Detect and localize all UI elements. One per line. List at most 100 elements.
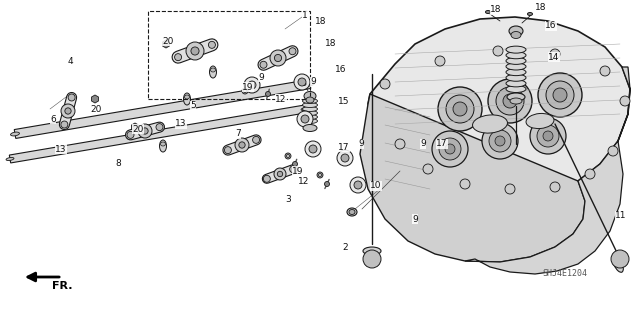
Text: 18: 18 <box>315 17 326 26</box>
Circle shape <box>191 47 199 55</box>
Ellipse shape <box>209 66 216 78</box>
Ellipse shape <box>317 172 323 178</box>
Ellipse shape <box>506 85 526 93</box>
Polygon shape <box>258 46 298 70</box>
Circle shape <box>363 250 381 268</box>
Polygon shape <box>125 122 164 140</box>
Circle shape <box>298 78 306 86</box>
Text: 13: 13 <box>55 145 67 153</box>
Circle shape <box>439 138 461 160</box>
Circle shape <box>488 79 532 123</box>
Ellipse shape <box>324 182 330 187</box>
Text: 6: 6 <box>50 115 56 123</box>
Ellipse shape <box>507 93 525 101</box>
Text: 9: 9 <box>412 214 418 224</box>
Ellipse shape <box>302 83 306 85</box>
Circle shape <box>585 169 595 179</box>
Text: 2: 2 <box>342 242 348 251</box>
Circle shape <box>337 150 353 166</box>
Text: FR.: FR. <box>52 281 72 291</box>
Ellipse shape <box>211 68 216 72</box>
Ellipse shape <box>6 158 14 160</box>
Circle shape <box>505 184 515 194</box>
Ellipse shape <box>303 107 317 112</box>
Circle shape <box>608 146 618 156</box>
Circle shape <box>290 166 297 173</box>
Circle shape <box>239 142 245 148</box>
Text: 15: 15 <box>338 98 349 107</box>
Circle shape <box>550 182 560 192</box>
Circle shape <box>301 115 309 123</box>
Text: 19: 19 <box>292 167 303 175</box>
Circle shape <box>270 50 286 66</box>
Polygon shape <box>14 79 311 138</box>
Circle shape <box>305 141 321 157</box>
Text: 5: 5 <box>190 101 196 110</box>
Circle shape <box>432 131 468 167</box>
Text: 9: 9 <box>358 139 364 149</box>
Circle shape <box>244 77 260 93</box>
Polygon shape <box>360 94 585 262</box>
Circle shape <box>289 48 296 55</box>
Circle shape <box>248 81 256 89</box>
Ellipse shape <box>526 114 554 129</box>
Ellipse shape <box>287 154 289 158</box>
Polygon shape <box>132 123 138 131</box>
Text: 13: 13 <box>175 120 186 129</box>
Polygon shape <box>368 17 630 195</box>
Circle shape <box>354 181 362 189</box>
Circle shape <box>445 144 455 154</box>
Circle shape <box>127 131 134 138</box>
Circle shape <box>350 177 366 193</box>
Circle shape <box>225 147 232 154</box>
Ellipse shape <box>10 132 19 136</box>
Circle shape <box>138 124 152 138</box>
Text: 18: 18 <box>535 4 547 12</box>
Circle shape <box>175 54 182 61</box>
Circle shape <box>435 56 445 66</box>
Ellipse shape <box>303 115 317 120</box>
Ellipse shape <box>292 161 298 167</box>
Text: 1: 1 <box>302 11 308 20</box>
Circle shape <box>438 87 482 131</box>
Ellipse shape <box>472 115 508 133</box>
Ellipse shape <box>506 80 526 87</box>
Circle shape <box>423 164 433 174</box>
Text: 12: 12 <box>298 176 309 186</box>
Circle shape <box>61 121 68 128</box>
Text: 20: 20 <box>162 36 173 46</box>
Circle shape <box>453 102 467 116</box>
Ellipse shape <box>511 32 521 39</box>
Text: 18: 18 <box>490 5 502 14</box>
Circle shape <box>537 125 559 147</box>
Circle shape <box>235 138 249 152</box>
Circle shape <box>460 179 470 189</box>
Circle shape <box>553 88 567 102</box>
Ellipse shape <box>303 124 317 131</box>
Text: 18: 18 <box>325 39 337 48</box>
Ellipse shape <box>161 142 166 146</box>
Ellipse shape <box>506 74 526 81</box>
Text: 16: 16 <box>335 64 346 73</box>
Ellipse shape <box>486 11 490 13</box>
Polygon shape <box>10 105 306 163</box>
Circle shape <box>530 118 566 154</box>
Circle shape <box>395 139 405 149</box>
Ellipse shape <box>305 82 314 86</box>
Circle shape <box>275 55 282 62</box>
Ellipse shape <box>303 118 317 123</box>
Text: 10: 10 <box>370 182 381 190</box>
Text: 11: 11 <box>615 211 627 220</box>
Circle shape <box>611 250 629 268</box>
Polygon shape <box>163 40 170 48</box>
Ellipse shape <box>506 57 526 64</box>
Text: 8: 8 <box>115 160 121 168</box>
Ellipse shape <box>159 140 166 152</box>
Text: 7: 7 <box>235 130 241 138</box>
Circle shape <box>156 124 163 130</box>
Circle shape <box>620 96 630 106</box>
Circle shape <box>294 74 310 90</box>
Ellipse shape <box>509 26 523 36</box>
Circle shape <box>380 79 390 89</box>
Text: 14: 14 <box>548 53 559 62</box>
